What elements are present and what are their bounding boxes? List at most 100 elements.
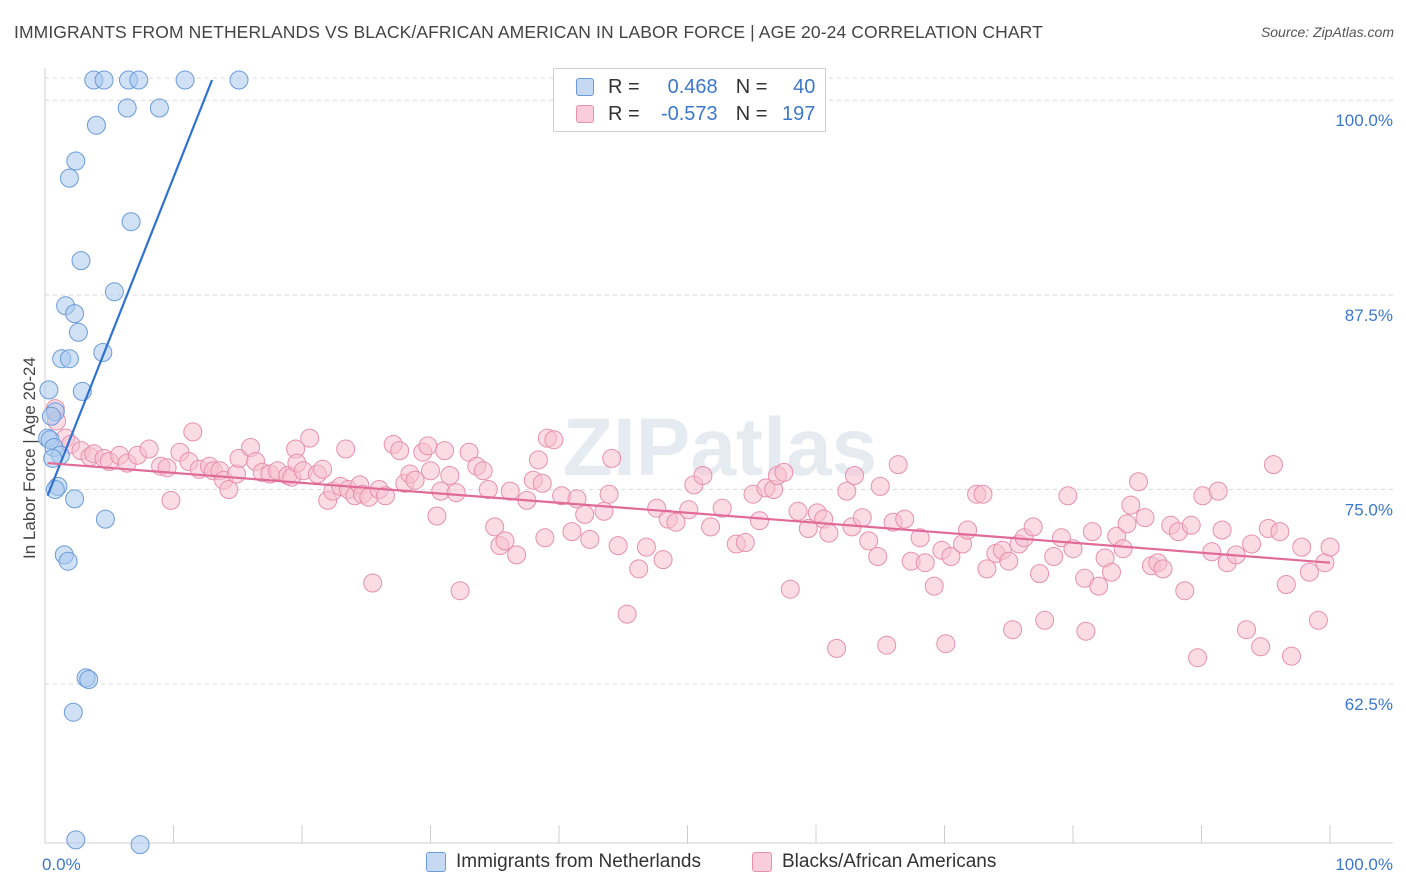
trend-line-black xyxy=(47,461,1331,564)
black-point xyxy=(599,484,619,504)
black-point xyxy=(575,504,595,524)
black-point xyxy=(535,528,555,548)
legend-label-black: Blacks/African Americans xyxy=(782,851,997,872)
y-tick-label: 62.5% xyxy=(1345,695,1393,714)
x-tick-label: 100.0% xyxy=(1335,855,1393,874)
black-point xyxy=(1292,537,1312,557)
black-point xyxy=(500,481,520,501)
x-tick-labels: 0.0% 100.0% xyxy=(42,855,1393,874)
netherlands-point xyxy=(95,509,115,529)
black-point xyxy=(870,476,890,496)
black-point xyxy=(701,517,721,537)
netherlands-point xyxy=(66,151,86,171)
netherlands-point xyxy=(229,70,249,90)
trend-line-netherlands xyxy=(46,79,214,497)
black-point xyxy=(1089,576,1109,596)
black-point xyxy=(580,529,600,549)
swatch-black xyxy=(576,105,594,123)
black-point xyxy=(1308,610,1328,630)
black-point xyxy=(1135,508,1155,528)
netherlands-point xyxy=(66,830,86,850)
black-point xyxy=(1320,537,1340,557)
black-point xyxy=(418,436,438,456)
black-point xyxy=(941,547,961,566)
black-point xyxy=(1299,562,1319,582)
legend-swatch-netherlands xyxy=(426,852,446,872)
black-point xyxy=(390,441,410,461)
black-point xyxy=(1117,514,1137,534)
black-point xyxy=(636,537,656,557)
black-point xyxy=(1129,472,1148,492)
black-point xyxy=(819,523,839,543)
black-point xyxy=(1082,522,1102,542)
black-point xyxy=(1202,542,1222,562)
n-label: N = xyxy=(735,102,768,125)
black-point xyxy=(852,508,872,528)
stats-row-netherlands: R = 0.468 N = 40 xyxy=(576,74,815,100)
black-point xyxy=(877,635,897,655)
black-point xyxy=(1153,559,1173,579)
black-point xyxy=(161,490,181,510)
black-point xyxy=(1237,620,1256,640)
r-label: R = xyxy=(608,75,640,98)
y-tick-label: 100.0% xyxy=(1335,111,1393,130)
y-tick-label: 87.5% xyxy=(1345,306,1393,325)
netherlands-point xyxy=(94,70,114,90)
black-point xyxy=(1058,486,1078,506)
black-point xyxy=(440,466,460,485)
legend-item-black[interactable]: Blacks/African Americans xyxy=(752,851,996,873)
netherlands-point xyxy=(59,168,79,188)
black-point xyxy=(608,536,628,556)
y-tick-label: 75.0% xyxy=(1345,501,1393,520)
black-point xyxy=(1003,620,1023,640)
black-point xyxy=(859,531,879,551)
black-point xyxy=(1282,646,1301,666)
black-point xyxy=(363,573,383,593)
n-value: 40 xyxy=(793,75,816,98)
black-point xyxy=(910,528,930,548)
black-point xyxy=(895,509,915,529)
black-point xyxy=(845,466,864,485)
black-point xyxy=(750,511,769,531)
black-point xyxy=(693,466,713,485)
black-point xyxy=(1208,481,1228,501)
black-point xyxy=(1188,648,1208,668)
black-point xyxy=(421,461,440,481)
n-value: 197 xyxy=(782,102,816,125)
black-point xyxy=(427,506,447,526)
swatch-netherlands xyxy=(576,78,594,96)
black-point xyxy=(924,576,944,596)
chart-title: IMMIGRANTS FROM NETHERLANDS VS BLACK/AFR… xyxy=(14,22,1043,42)
netherlands-point xyxy=(39,380,59,400)
black-point xyxy=(507,545,527,565)
black-point xyxy=(495,531,515,551)
netherlands-point xyxy=(65,304,85,324)
black-point xyxy=(1242,534,1262,554)
legend-item-netherlands[interactable]: Immigrants from Netherlands xyxy=(426,851,701,873)
netherlands-point xyxy=(175,70,195,90)
black-point xyxy=(827,638,847,658)
black-point xyxy=(936,634,956,654)
black-point xyxy=(788,501,808,521)
black-point xyxy=(837,481,857,501)
x-tick-label: 0.0% xyxy=(42,855,81,874)
black-point xyxy=(888,455,908,475)
stats-row-black: R = -0.573 N = 197 xyxy=(576,101,815,127)
black-point xyxy=(157,458,177,478)
black-point xyxy=(450,581,470,601)
black-point xyxy=(1113,539,1133,559)
black-point xyxy=(544,430,564,450)
source-credit: Source: ZipAtlas.com xyxy=(1260,24,1394,40)
black-point xyxy=(712,498,732,518)
black-point xyxy=(1035,610,1055,630)
black-point xyxy=(300,428,320,448)
netherlands-point xyxy=(121,212,141,232)
watermark: ZIPatlas xyxy=(563,402,877,493)
black-point xyxy=(562,522,582,542)
black-point xyxy=(1175,581,1195,601)
black-point xyxy=(1044,547,1064,566)
r-label: R = xyxy=(608,102,640,125)
netherlands-point xyxy=(63,702,83,722)
black-point xyxy=(629,559,649,579)
netherlands-point xyxy=(149,98,169,118)
